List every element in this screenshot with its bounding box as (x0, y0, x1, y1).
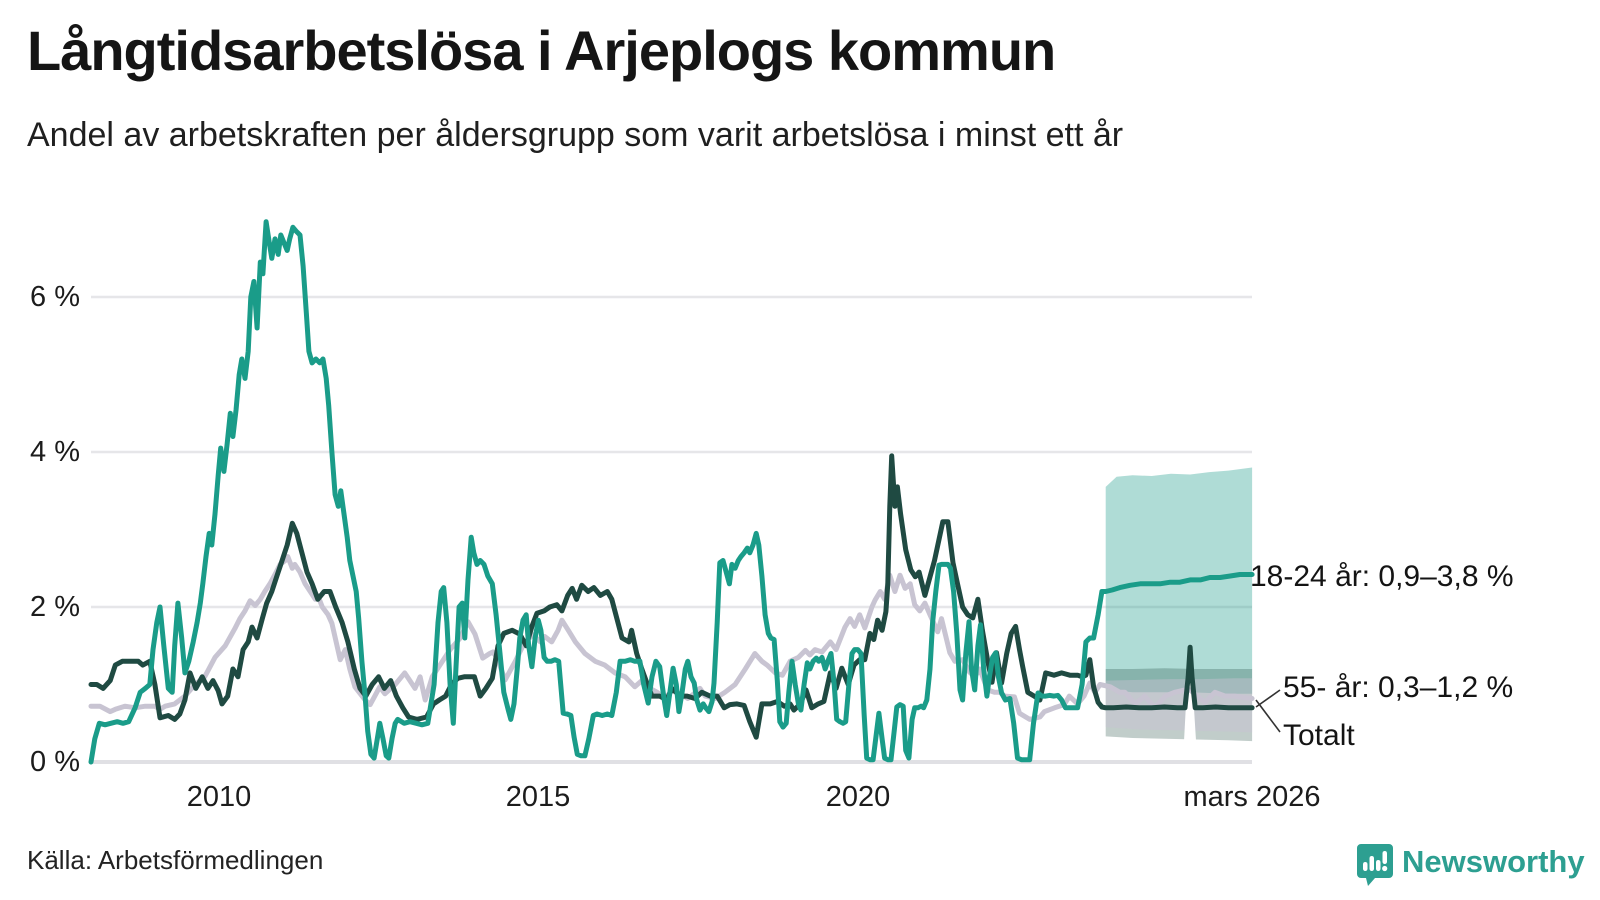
leader-line-totalt (1255, 699, 1281, 733)
annotation-totalt: Totalt (1283, 719, 1355, 752)
y-axis-tick-2: 2 % (30, 591, 80, 623)
page-title: Långtidsarbetslösa i Arjeplogs kommun (27, 19, 1056, 82)
y-axis-tick-4: 4 % (30, 436, 80, 468)
page-subtitle: Andel av arbetskraften per åldersgrupp s… (27, 116, 1124, 154)
source-credit: Källa: Arbetsförmedlingen (27, 845, 324, 875)
series-line-18-24-r (88, 219, 1255, 765)
series-line-55-r (88, 453, 1255, 740)
x-axis-tick-2015: 2015 (505, 781, 571, 813)
x-axis-tick-2020: 2020 (825, 781, 891, 813)
x-axis-tick-2010: 2010 (186, 781, 252, 813)
newsworthy-logo-icon (1355, 842, 1395, 893)
newsworthy-wordmark: Newsworthy (1402, 844, 1585, 879)
annotation-18-24: 18-24 år: 0,9–3,8 % (1250, 560, 1514, 593)
x-axis-tick-mars-2026: mars 2026 (1183, 781, 1321, 813)
forecast-band-1 (1105, 668, 1253, 742)
y-axis-tick-6: 6 % (30, 281, 80, 313)
y-axis-tick-0: 0 % (30, 746, 80, 778)
annotation-55: 55- år: 0,3–1,2 % (1283, 671, 1514, 704)
